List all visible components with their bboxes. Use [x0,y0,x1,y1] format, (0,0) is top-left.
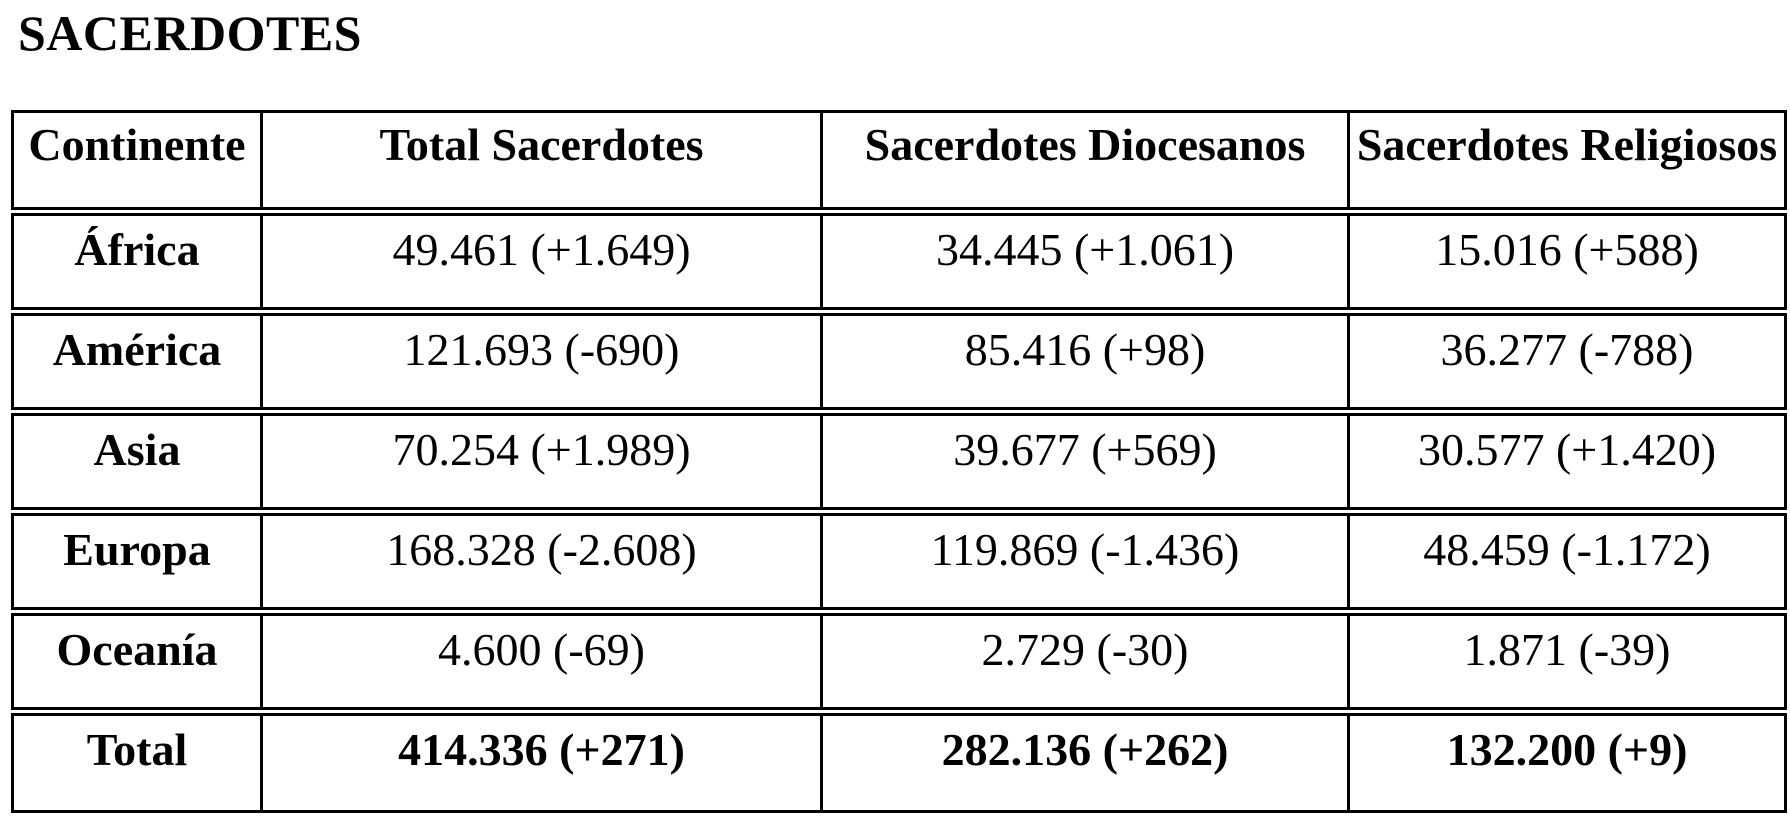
cell-sacerdotes-religiosos: 30.577 (+1.420) [1348,411,1786,516]
cell-sacerdotes-religiosos: 48.459 (-1.172) [1348,511,1786,616]
table-row-europa: Europa 168.328 (-2.608) 119.869 (-1.436)… [12,511,1786,616]
cell-sacerdotes-diocesanos: 119.869 (-1.436) [821,511,1350,616]
cell-continent: Asia [12,411,263,516]
cell-total-sacerdotes: 414.336 (+271) [261,711,823,812]
cell-total-sacerdotes: 121.693 (-690) [261,311,823,416]
cell-continent: América [12,311,263,416]
cell-sacerdotes-diocesanos: 39.677 (+569) [821,411,1350,516]
cell-continent: Europa [12,511,263,616]
table-header-row: Continente Total Sacerdotes Sacerdotes D… [12,111,1786,216]
column-header-continente: Continente [12,111,263,216]
table-row-africa: África 49.461 (+1.649) 34.445 (+1.061) 1… [12,211,1786,316]
cell-sacerdotes-diocesanos: 34.445 (+1.061) [821,211,1350,316]
cell-sacerdotes-religiosos: 15.016 (+588) [1348,211,1786,316]
cell-total-sacerdotes: 4.600 (-69) [261,611,823,716]
cell-total-sacerdotes: 70.254 (+1.989) [261,411,823,516]
cell-sacerdotes-religiosos: 132.200 (+9) [1446,724,1688,775]
column-header-sacerdotes-diocesanos: Sacerdotes Diocesanos [821,111,1350,216]
cell-continent: Oceanía [12,611,263,716]
table-row-america: América 121.693 (-690) 85.416 (+98) 36.2… [12,311,1786,416]
cell-sacerdotes-diocesanos: 85.416 (+98) [821,311,1350,416]
sacerdotes-table: Continente Total Sacerdotes Sacerdotes D… [11,110,1787,813]
cell-sacerdotes-religiosos: 36.277 (-788) [1348,311,1786,416]
page-title: SACERDOTES [18,5,362,61]
table-row-asia: Asia 70.254 (+1.989) 39.677 (+569) 30.57… [12,411,1786,516]
table-row-total: Total 414.336 (+271) 282.136 (+262) 132.… [12,711,1786,812]
cell-continent: África [12,211,263,316]
column-header-total-sacerdotes: Total Sacerdotes [261,111,823,216]
cell-sacerdotes-religiosos: 1.871 (-39) [1348,611,1786,716]
cell-sacerdotes-diocesanos: 2.729 (-30) [821,611,1350,716]
table-row-oceania: Oceanía 4.600 (-69) 2.729 (-30) 1.871 (-… [12,611,1786,716]
cell-continent: Total [12,711,263,812]
cell-total-sacerdotes: 49.461 (+1.649) [261,211,823,316]
column-header-sacerdotes-religiosos: Sacerdotes Religiosos [1348,111,1786,216]
cell-total-sacerdotes: 168.328 (-2.608) [261,511,823,616]
cell-sacerdotes-diocesanos: 282.136 (+262) [821,711,1350,812]
